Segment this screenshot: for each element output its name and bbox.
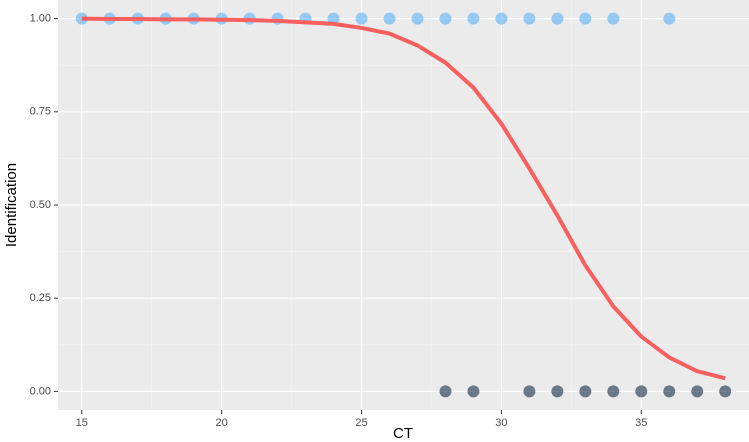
point — [467, 12, 480, 25]
point — [579, 385, 592, 398]
y-tick-label: 0.75 — [30, 106, 51, 118]
x-tick-label: 20 — [216, 417, 228, 429]
y-tick-label: 0.00 — [30, 385, 51, 397]
y-tick-label: 0.25 — [30, 292, 51, 304]
point — [607, 385, 620, 398]
point — [551, 385, 564, 398]
point — [719, 385, 732, 398]
point — [607, 12, 620, 25]
x-tick-label: 25 — [355, 417, 367, 429]
y-tick-label: 0.50 — [30, 199, 51, 211]
point — [579, 12, 592, 25]
point — [635, 385, 648, 398]
point — [691, 385, 704, 398]
point — [383, 12, 396, 25]
point — [467, 385, 480, 398]
point — [439, 12, 452, 25]
y-tick-label: 1.00 — [30, 13, 51, 25]
point — [439, 385, 452, 398]
x-tick-label: 15 — [76, 417, 88, 429]
fit-curve — [81, 16, 726, 381]
point — [663, 385, 676, 398]
point — [411, 12, 424, 25]
point — [495, 12, 508, 25]
point — [355, 12, 368, 25]
point — [523, 385, 536, 398]
point — [523, 12, 536, 25]
y-axis-title: Identification — [3, 163, 20, 247]
point — [327, 12, 340, 25]
x-axis-title: CT — [393, 425, 413, 442]
point — [551, 12, 564, 25]
point — [663, 12, 676, 25]
x-tick-label: 30 — [495, 417, 507, 429]
x-tick-label: 35 — [635, 417, 647, 429]
